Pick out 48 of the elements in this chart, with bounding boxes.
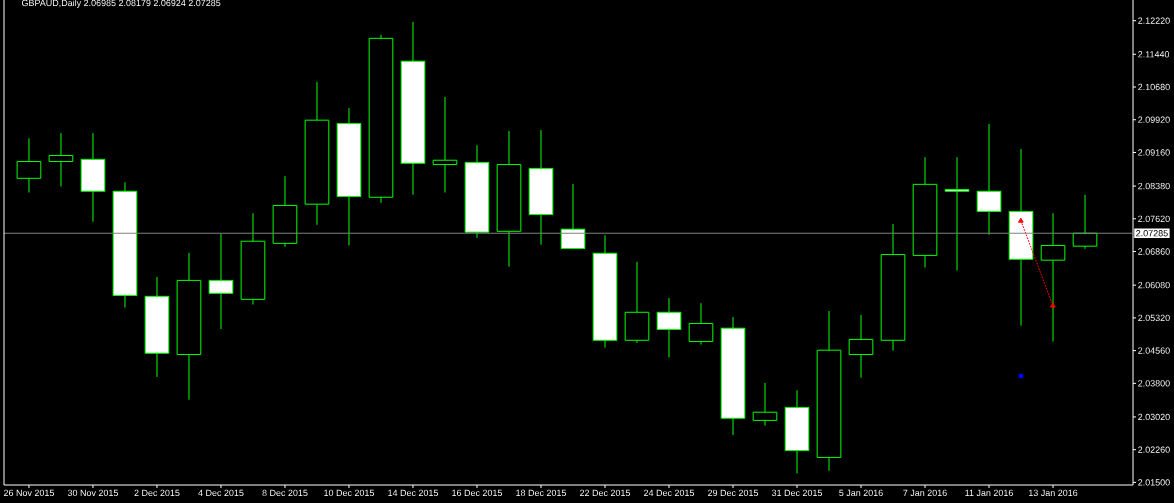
candlestick xyxy=(944,156,970,271)
candlestick xyxy=(848,314,874,379)
x-tick-label: 7 Jan 2016 xyxy=(903,489,947,497)
y-tick-label: 2.08380 xyxy=(1138,182,1170,190)
candlestick xyxy=(208,232,234,330)
y-tick-label: 2.09920 xyxy=(1138,116,1170,123)
candlestick xyxy=(560,183,586,250)
y-tick-label: 2.02260 xyxy=(1138,446,1170,453)
y-tick-label: 2.05320 xyxy=(1138,314,1170,322)
x-tick-label: 13 Jan 2016 xyxy=(1029,489,1078,497)
ref-line-label: 2.07285 xyxy=(1136,230,1168,237)
y-tick-label: 2.06080 xyxy=(1138,281,1170,289)
x-tick-label: 10 Dec 2015 xyxy=(324,489,375,497)
y-tick-label: 2.07620 xyxy=(1138,215,1170,222)
x-tick-label: 26 Nov 2015 xyxy=(3,489,54,497)
x-tick-label: 11 Jan 2016 xyxy=(965,489,1013,497)
y-tick-label: 2.09160 xyxy=(1138,149,1170,156)
x-tick-label: 2 Dec 2015 xyxy=(134,489,180,497)
candlestick xyxy=(432,96,458,194)
y-tick-label: 2.06860 xyxy=(1138,248,1170,255)
x-tick-label: 14 Dec 2015 xyxy=(388,489,439,497)
y-tick-label: 2.01500 xyxy=(1138,479,1170,486)
candlestick xyxy=(48,132,74,187)
x-tick-label: 31 Dec 2015 xyxy=(771,489,823,497)
candlestick xyxy=(752,382,778,427)
x-tick-label: 24 Dec 2015 xyxy=(644,489,695,497)
x-tick-label: 16 Dec 2015 xyxy=(452,489,503,497)
x-tick-label: 8 Dec 2015 xyxy=(262,489,308,497)
y-tick-label: 2.04560 xyxy=(1138,347,1170,354)
x-tick-label: 18 Dec 2015 xyxy=(516,489,567,497)
candlestick xyxy=(688,302,714,346)
x-tick-label: 5 Jan 2016 xyxy=(839,489,883,497)
y-tick-label: 2.03800 xyxy=(1138,380,1170,387)
y-tick-label: 2.12220 xyxy=(1138,17,1170,24)
candlestick xyxy=(1040,212,1066,343)
x-tick-label: 29 Dec 2015 xyxy=(708,489,759,497)
y-tick-label: 2.11440 xyxy=(1138,51,1170,58)
chart-title: GBPAUD,Daily 2.06985 2.08179 2.06924 2.07285 xyxy=(21,0,221,8)
candlestick xyxy=(16,137,42,194)
point xyxy=(1018,373,1024,379)
y-tick-label: 2.03020 xyxy=(1138,413,1170,421)
candlestick xyxy=(976,123,1002,236)
x-tick-label: 4 Dec 2015 xyxy=(198,489,244,497)
y-tick-label: 2.10680 xyxy=(1138,83,1170,91)
candlestick xyxy=(656,297,682,358)
x-tick-label: 30 Nov 2015 xyxy=(67,489,118,497)
candlestick xyxy=(1072,194,1098,250)
x-tick-label: 22 Dec 2015 xyxy=(580,489,631,497)
